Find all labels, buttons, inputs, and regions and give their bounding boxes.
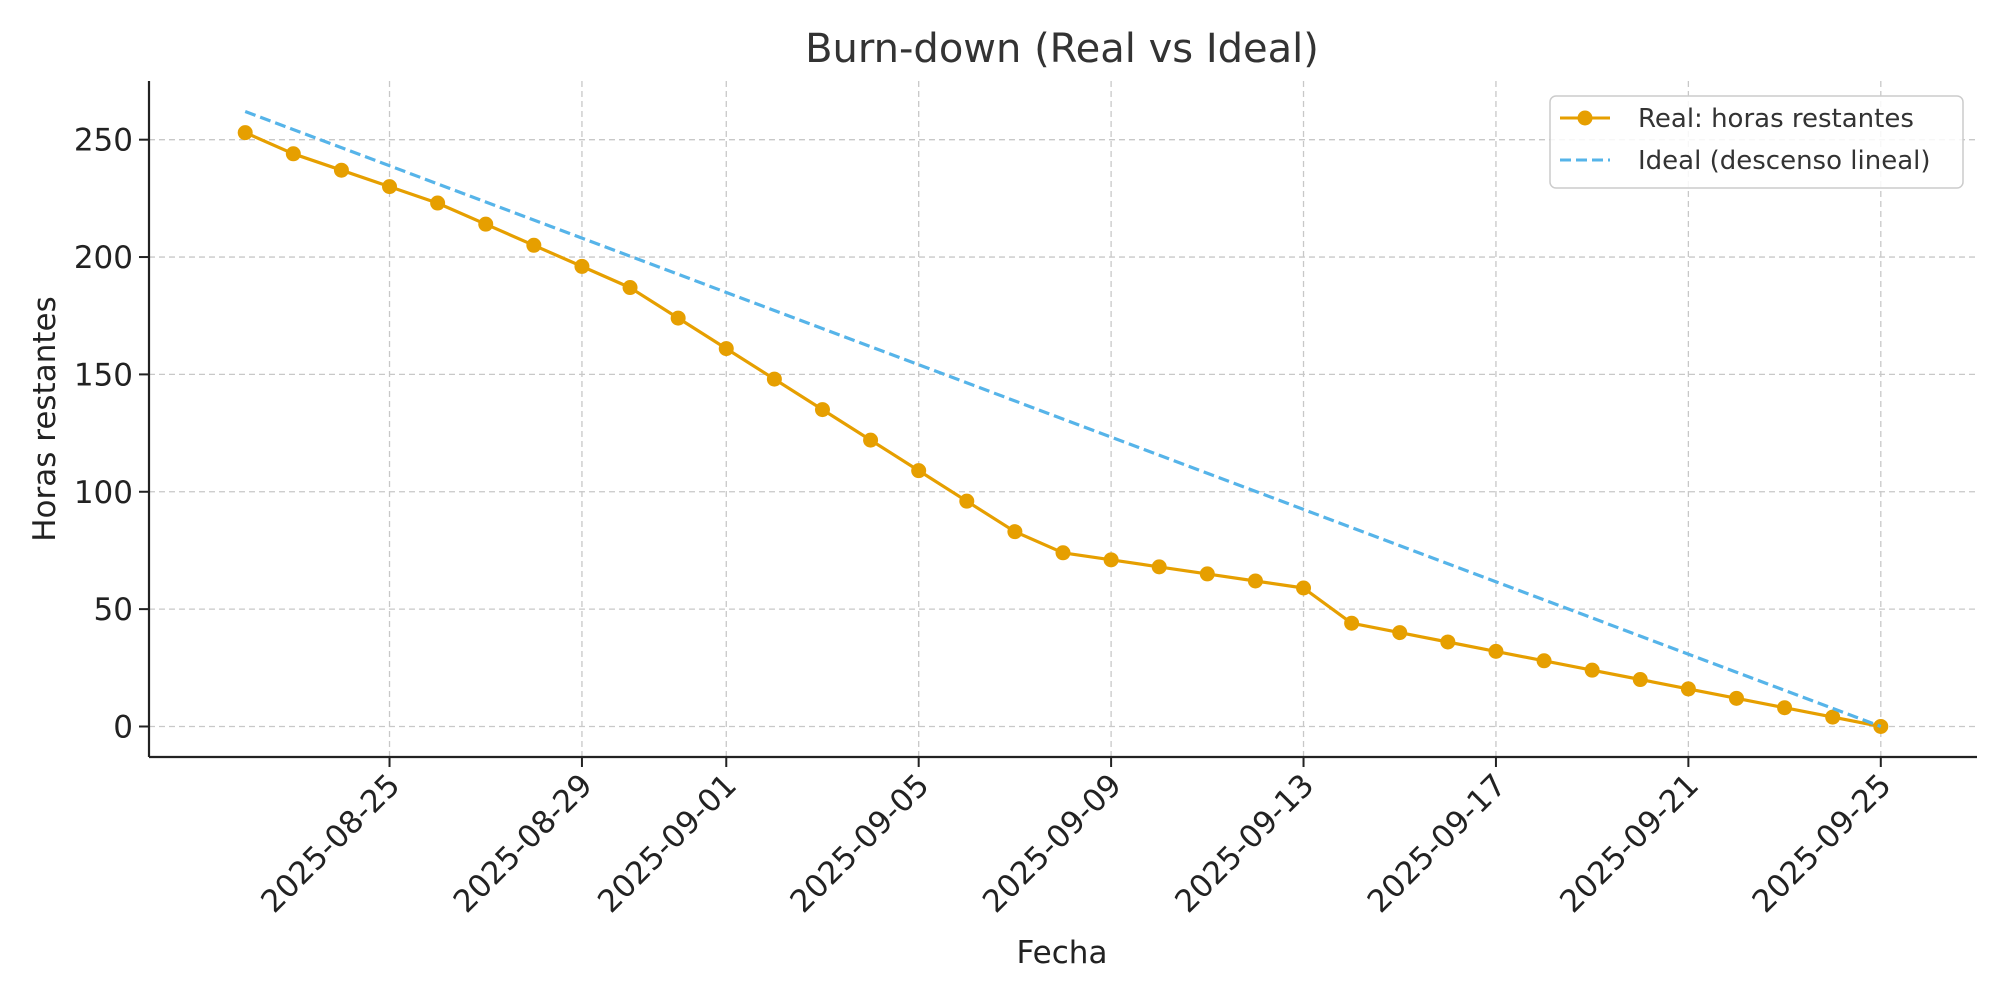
data-point [1777,700,1793,716]
data-point [382,179,398,195]
data-point [1103,552,1119,568]
y-axis-ticks: 0 50 100 150 200 250 [74,123,149,745]
axes [147,81,1977,759]
y-tick-label: 150 [74,357,133,393]
x-tick-label: 2025-09-09 [976,767,1129,920]
series-line-1 [244,110,1882,728]
data-point [622,280,638,296]
data-point [959,493,975,509]
legend-box [1549,95,1964,189]
y-tick-label: 100 [74,475,133,511]
data-point [1247,573,1263,589]
data-point [526,237,542,253]
data-point [1488,643,1504,659]
data-point [430,195,446,211]
x-tick-label: 2025-08-25 [254,767,407,920]
data-point [814,402,830,418]
legend: Real: horas restantes Ideal (descenso li… [1549,95,1964,189]
data-point [1536,653,1552,669]
data-point [285,146,301,162]
data-point [1632,672,1648,688]
legend-label-ideal: Ideal (descenso lineal) [1638,146,1931,176]
data-point [1296,580,1312,596]
chart-title: Burn-down (Real vs Ideal) [805,26,1319,72]
data-point [1344,615,1360,631]
y-axis-label: Horas restantes [27,296,63,542]
series-group [237,110,1889,734]
y-tick-label: 50 [94,592,133,628]
legend-label-real: Real: horas restantes [1638,104,1914,134]
data-point [1007,524,1023,540]
data-point [1825,709,1841,725]
data-point [1151,559,1167,575]
x-axis-label: Fecha [1017,935,1108,971]
data-point [478,216,494,232]
y-tick-label: 250 [74,123,133,159]
y-tick-label: 200 [74,240,133,276]
grid-lines [149,81,1977,757]
data-point [1440,634,1456,650]
x-tick-label: 2025-09-25 [1746,767,1899,920]
data-point [333,162,349,178]
data-point [766,371,782,387]
y-tick-label: 0 [113,709,133,745]
data-point [1055,545,1071,561]
data-point [1728,690,1744,706]
x-tick-label: 2025-09-05 [783,767,936,920]
data-point [237,125,253,141]
x-tick-label: 2025-09-13 [1168,767,1321,920]
data-point [863,432,879,448]
data-point [718,341,734,357]
data-point [1584,662,1600,678]
x-tick-label: 2025-09-01 [591,767,744,920]
legend-marker-real [1577,110,1593,126]
data-point [1199,566,1215,582]
data-point [670,310,686,326]
x-tick-label: 2025-08-29 [447,767,600,920]
data-point [911,463,927,479]
data-point [574,258,590,274]
data-point [1392,625,1408,641]
data-point [1680,681,1696,697]
x-tick-label: 2025-09-17 [1361,767,1514,920]
x-tick-label: 2025-09-21 [1553,767,1706,920]
